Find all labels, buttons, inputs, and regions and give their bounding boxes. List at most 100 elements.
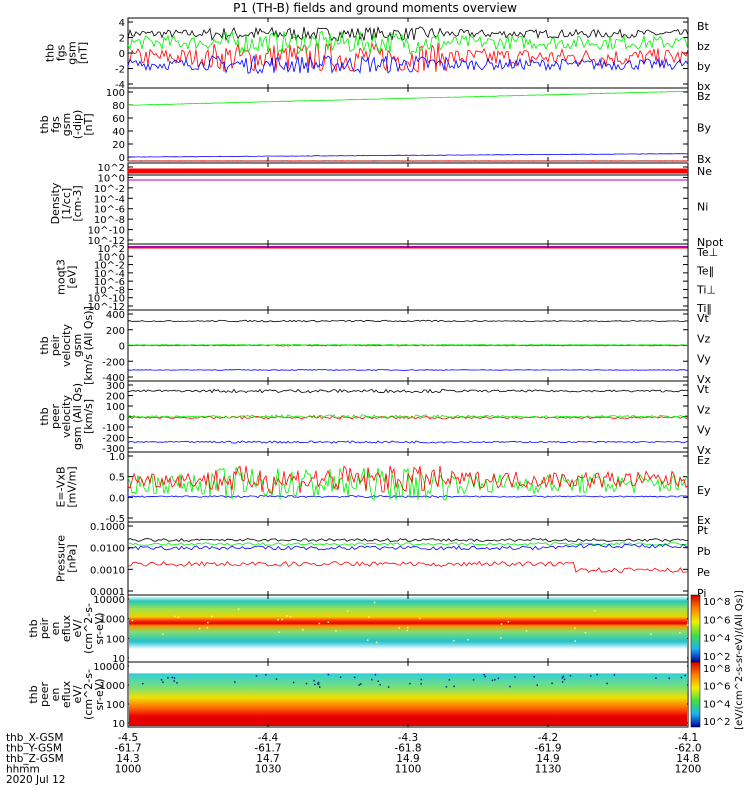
spectrogram-speck: [289, 616, 292, 618]
y-label-line: velocity: [60, 324, 73, 367]
y-tick-label: 10^-2: [94, 261, 125, 272]
y-label-line: eflux: [60, 614, 73, 642]
y-tick-label: 300: [106, 381, 125, 392]
colorbar-scale: [690, 594, 701, 663]
spectrogram-speck: [141, 682, 144, 685]
legend-Ey: Ey: [697, 484, 711, 497]
y-label-line: peir: [49, 334, 62, 356]
panel-p3: 10^210^010^-210^-410^-610^-810^-1010^-12…: [49, 162, 724, 249]
series-by: [127, 30, 689, 55]
y-label-line: peer: [49, 404, 62, 430]
y-tick-label: 100: [106, 634, 125, 645]
density-band: [128, 179, 688, 181]
colorbar: 10^810^610^410^210^810^610^410^2 [eV/(cm^…: [690, 590, 745, 730]
spectrogram-speck: [500, 623, 503, 625]
legend-Te⊥: Te⊥: [696, 246, 718, 259]
y-label-line: (cm^2-s-: [82, 669, 95, 720]
y-label-line: velocity: [60, 395, 73, 438]
spectrogram-speck: [286, 615, 288, 617]
panel-p9: 10000 1000 100 10 thbpeirenefluxeV/(cm^2-s-s…: [27, 594, 689, 665]
y-label-line: Pressure: [55, 535, 68, 582]
bottom-row-value: -61.7: [114, 743, 141, 755]
spectrogram-speck: [525, 630, 528, 632]
bottom-row-value: 1200: [675, 764, 702, 776]
y-tick-label: 10^-8: [94, 215, 125, 226]
legend-by: by: [697, 60, 711, 73]
spectrogram-speck: [374, 673, 377, 676]
spectrogram-speck: [292, 681, 295, 684]
spectrogram-speck: [371, 678, 373, 681]
spectrogram-speck: [563, 678, 566, 681]
y-label-line: sr-eV): [93, 678, 106, 710]
y-tick-label: 0: [119, 342, 125, 353]
bottom-row-value: 14.9: [536, 753, 559, 765]
y-label-line: eV/: [71, 619, 84, 637]
spectrogram-speck: [234, 681, 236, 683]
series-Vy: [127, 414, 689, 419]
y-tick-label: -0.5: [105, 514, 125, 525]
spectrogram-speck: [160, 679, 163, 681]
y-tick-label: 10000: [93, 662, 125, 673]
panel-p10: 10000 1000 100 10 thbpeerenefluxeV/(cm^2-s-s…: [27, 661, 689, 730]
colorbar-label: [eV/(cm^2-s-sr-eV)/(All Qs)]: [734, 590, 745, 730]
spectrogram-speck: [318, 686, 321, 688]
y-label-line: thb: [27, 685, 40, 703]
legend-Vy: Vy: [697, 353, 711, 366]
spectrogram-speck: [131, 619, 134, 622]
bottom-row-label: hhmm: [6, 764, 40, 776]
bottom-row-value: 1130: [535, 764, 562, 776]
colorbar-tick: 10^8: [703, 664, 730, 675]
spectrogram-speck: [584, 631, 587, 634]
y-tick-label: 10^0: [98, 173, 125, 184]
spectrogram-speck: [467, 638, 469, 641]
series-Pb: [127, 560, 689, 573]
y-tick-label: 1000: [100, 615, 125, 626]
spectrogram-speck: [448, 679, 451, 681]
bottom-row-value: 14.8: [676, 753, 699, 765]
spectrogram-speck: [500, 637, 502, 639]
spectrogram-speck: [387, 686, 390, 688]
spectrogram-speck: [596, 673, 598, 676]
colorbar-label-group: [eV/(cm^2-s-sr-eV)/(All Qs)]: [734, 590, 745, 730]
legend-Ti‖: Ti‖: [696, 302, 712, 315]
spectrogram-speck: [453, 639, 455, 642]
y-label-line: gsm (All Qs): [71, 383, 84, 450]
y-tick-label: 10^-6: [94, 277, 125, 288]
spectrogram-speck: [360, 683, 362, 685]
bottom-row-value: -4.4: [258, 732, 279, 744]
y-label-line: [km/s (All Qs)]: [82, 306, 95, 385]
y-tick-label: 0: [119, 49, 125, 60]
bottom-row-value: -4.5: [118, 732, 139, 744]
y-tick-label: 0.5: [109, 473, 125, 484]
spectrogram-speck: [174, 615, 176, 618]
spectrogram-speck: [484, 675, 487, 678]
y-label-line: [mV/m]: [66, 466, 79, 507]
spectrogram-speck: [551, 682, 553, 685]
legend-Pi: Pi: [697, 587, 706, 600]
panel-frame: [127, 87, 689, 162]
spectrogram-speck: [373, 601, 376, 604]
y-tick-label: -2: [115, 65, 125, 76]
y-label-line: thb: [38, 115, 51, 133]
spectrogram-speck: [265, 674, 267, 676]
panel-p8: 0.1000 0.0100 0.0010 0.0001 Pressure[nPa] Pt P…: [55, 521, 711, 600]
spectrogram-speck: [606, 682, 608, 685]
series-bz: [127, 42, 689, 73]
colorbar-scale: [690, 661, 701, 728]
series-Vt: [127, 388, 689, 394]
series-Vx: [127, 440, 689, 444]
legend-Vz: Vz: [697, 403, 711, 416]
y-label-line: gsm: [60, 113, 73, 136]
spectrogram: [129, 663, 687, 726]
y-tick-label: 10000: [93, 595, 125, 606]
y-tick-label: 0.1000: [90, 522, 125, 533]
spectrogram-speck: [533, 675, 536, 678]
spectrogram-speck: [302, 629, 304, 631]
y-tick-label: 20: [112, 140, 125, 151]
y-tick-label: 1000: [100, 681, 125, 692]
spectrogram-speck: [536, 684, 538, 686]
spectrogram-speck: [317, 681, 320, 684]
y-axis-label: moqt3[eV]: [55, 259, 79, 295]
